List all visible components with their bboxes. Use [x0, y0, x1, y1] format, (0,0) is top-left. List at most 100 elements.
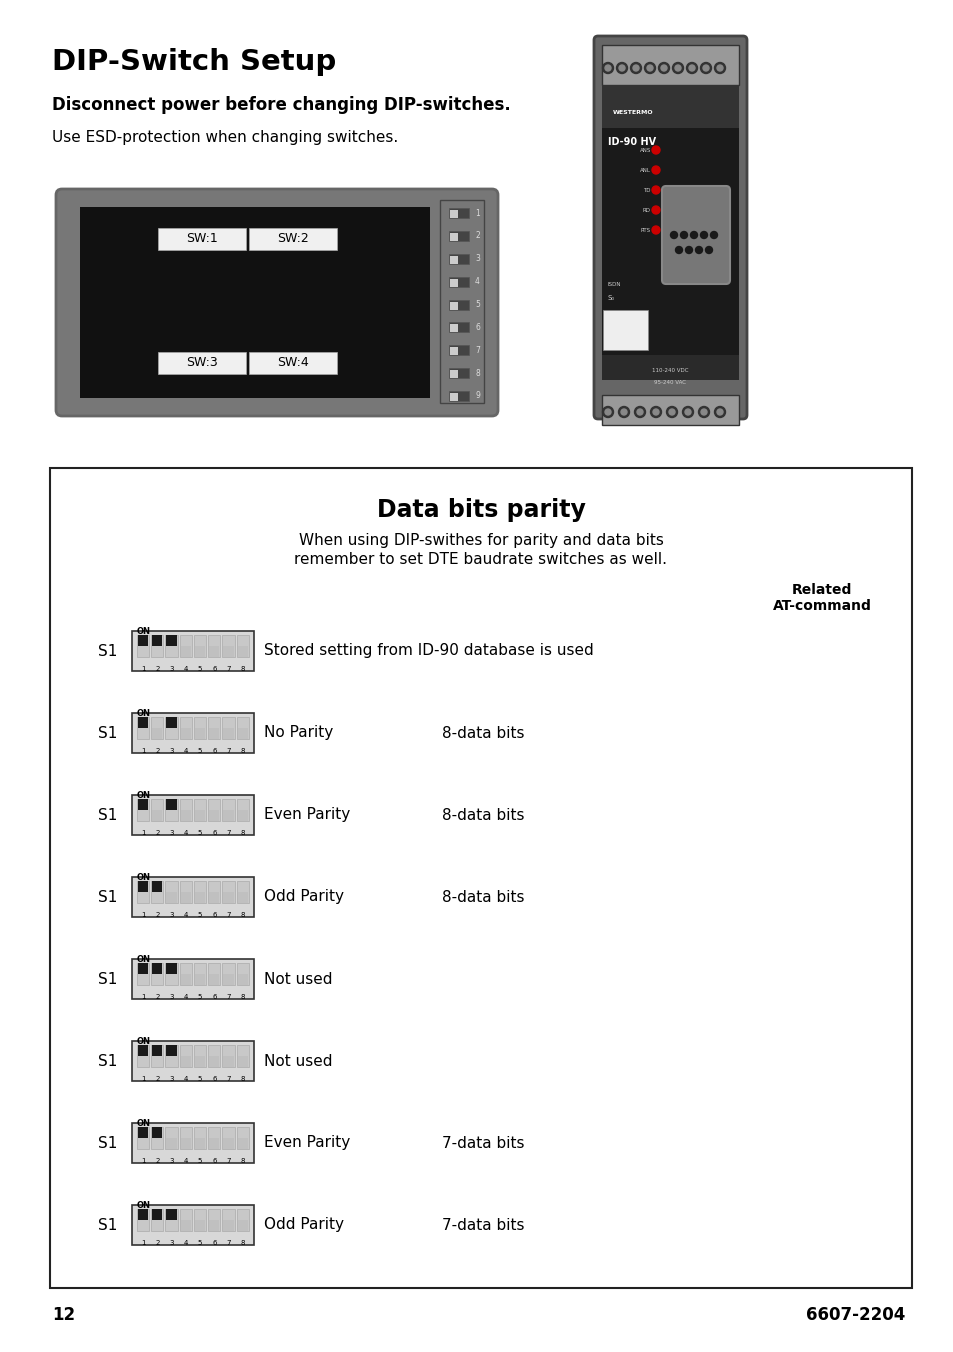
Bar	[194, 1138, 205, 1149]
Text: 1: 1	[141, 994, 145, 1000]
Circle shape	[668, 410, 675, 415]
Text: 4: 4	[184, 1240, 188, 1247]
Circle shape	[651, 166, 659, 174]
Text: 4: 4	[184, 748, 188, 754]
Bar	[167, 1045, 176, 1056]
Circle shape	[637, 410, 642, 415]
Bar	[180, 727, 191, 740]
Circle shape	[672, 62, 682, 73]
Text: ON: ON	[137, 955, 151, 964]
Text: S1: S1	[97, 807, 117, 822]
Text: RTS: RTS	[640, 227, 650, 233]
Bar	[208, 882, 220, 903]
Bar	[450, 301, 457, 310]
Text: RD: RD	[642, 207, 650, 212]
Text: 8: 8	[475, 369, 479, 377]
Bar	[167, 1209, 176, 1220]
Text: 1: 1	[141, 830, 145, 836]
Bar	[152, 1209, 163, 1232]
Bar	[237, 810, 248, 821]
Bar	[449, 391, 469, 402]
Bar	[450, 256, 457, 264]
Bar	[152, 882, 163, 903]
Bar	[223, 727, 233, 740]
Bar	[601, 395, 739, 425]
Bar	[180, 973, 191, 986]
Text: 8: 8	[240, 667, 245, 672]
Circle shape	[700, 62, 711, 73]
Text: 5: 5	[197, 1159, 202, 1164]
Bar	[222, 717, 234, 740]
Bar	[601, 91, 739, 360]
Text: ON: ON	[137, 1037, 151, 1046]
Bar	[450, 370, 457, 379]
Text: 8: 8	[240, 830, 245, 836]
Bar	[152, 963, 162, 973]
Text: 6: 6	[212, 830, 216, 836]
Bar	[236, 963, 249, 986]
Text: 7: 7	[226, 667, 231, 672]
Circle shape	[685, 246, 692, 254]
Bar	[237, 727, 248, 740]
Text: 6: 6	[212, 1159, 216, 1164]
Bar	[236, 1128, 249, 1149]
Bar	[223, 973, 233, 986]
Bar	[167, 635, 176, 646]
Bar	[193, 635, 206, 657]
Text: 8-data bits: 8-data bits	[441, 890, 524, 904]
Circle shape	[679, 231, 687, 238]
Circle shape	[675, 65, 680, 72]
Bar	[138, 635, 148, 646]
Circle shape	[695, 246, 701, 254]
Text: Odd Parity: Odd Parity	[264, 890, 344, 904]
Bar	[208, 1045, 220, 1067]
Bar	[138, 799, 148, 810]
Text: 6: 6	[475, 323, 479, 331]
Text: remember to set DTE baudrate switches as well.: remember to set DTE baudrate switches as…	[294, 553, 667, 568]
Circle shape	[684, 410, 690, 415]
Bar	[450, 279, 457, 287]
Bar	[194, 973, 205, 986]
Text: Disconnect power before changing DIP-switches.: Disconnect power before changing DIP-swi…	[52, 96, 510, 114]
Bar	[449, 300, 469, 310]
Bar	[449, 277, 469, 287]
Circle shape	[658, 62, 669, 73]
Bar	[165, 963, 177, 986]
Bar	[222, 635, 234, 657]
Text: 2: 2	[155, 994, 159, 1000]
Bar	[132, 631, 253, 671]
Bar	[179, 635, 192, 657]
Text: 2: 2	[155, 667, 159, 672]
Bar	[193, 963, 206, 986]
Circle shape	[644, 62, 655, 73]
Bar	[50, 468, 911, 1288]
Bar	[152, 635, 163, 657]
Circle shape	[604, 410, 610, 415]
Bar	[193, 882, 206, 903]
Bar	[132, 713, 253, 753]
Text: 7: 7	[475, 346, 479, 354]
Bar	[449, 368, 469, 379]
Text: 8: 8	[240, 913, 245, 918]
Bar	[193, 1209, 206, 1232]
Bar	[179, 717, 192, 740]
Text: 7-data bits: 7-data bits	[441, 1218, 524, 1233]
Circle shape	[633, 65, 639, 72]
Bar	[449, 254, 469, 264]
Text: 1: 1	[475, 208, 479, 218]
Bar	[208, 1128, 220, 1149]
Bar	[449, 322, 469, 333]
Text: 5: 5	[197, 667, 202, 672]
Circle shape	[700, 231, 707, 238]
Text: 2: 2	[155, 913, 159, 918]
Text: 1: 1	[141, 667, 145, 672]
Bar	[222, 1209, 234, 1232]
Bar	[194, 646, 205, 657]
Text: Related: Related	[791, 583, 851, 598]
Bar	[138, 1209, 148, 1220]
Text: 5: 5	[197, 913, 202, 918]
Circle shape	[618, 65, 624, 72]
Circle shape	[675, 246, 681, 254]
Text: ANL: ANL	[639, 168, 650, 173]
Bar	[194, 892, 205, 903]
